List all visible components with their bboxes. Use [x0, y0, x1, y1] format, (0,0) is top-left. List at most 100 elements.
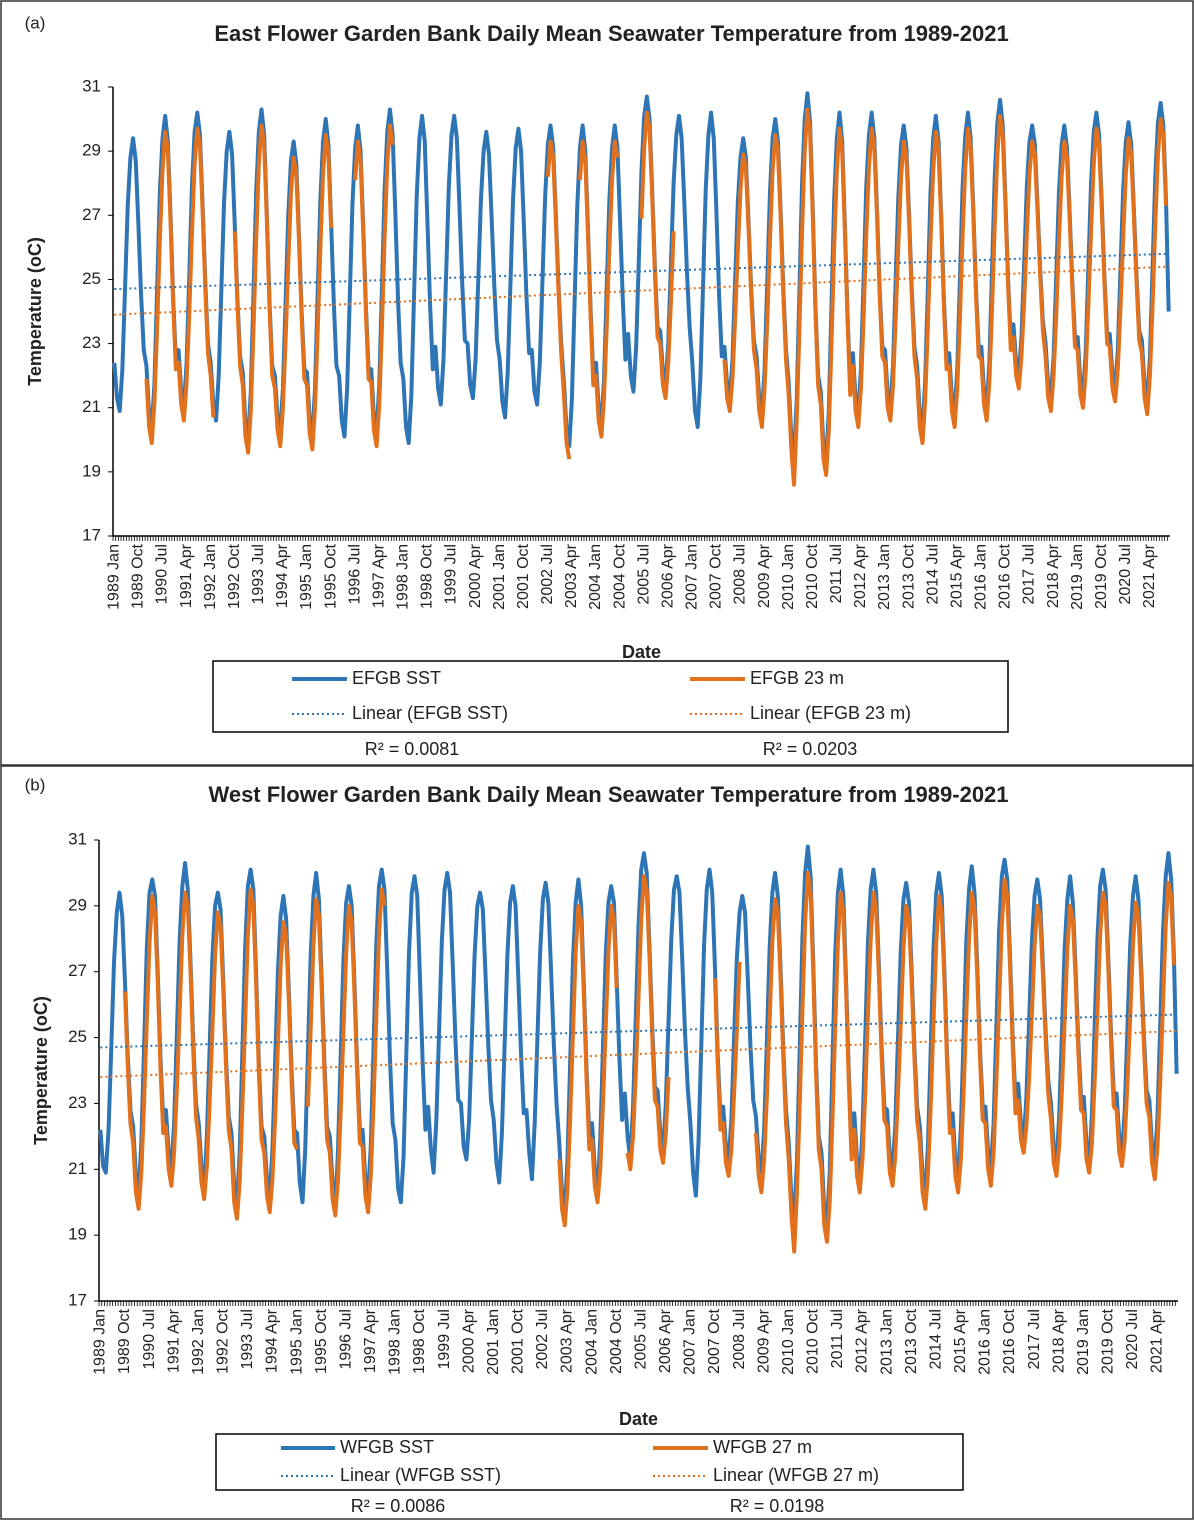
x-tick-label: 1989 Jan	[106, 544, 123, 610]
x-tick-label: 2012 Apr	[852, 543, 869, 608]
x-tick-label: 1998 Jan	[387, 1309, 404, 1375]
panel-frame	[0, 765, 1194, 1520]
x-tick-label: 2015 Apr	[948, 543, 965, 608]
x-tick-label: 2014 Jul	[927, 1309, 944, 1370]
x-tick-label: 2011 Jul	[828, 544, 845, 603]
x-tick-label: 1989 Oct	[130, 543, 147, 608]
x-tick-label: 2004 Jan	[587, 544, 604, 610]
trend-line	[114, 252, 1169, 291]
y-tick-label: 25	[68, 1027, 87, 1046]
x-tick-label: 2020 Jul	[1117, 544, 1134, 605]
y-tick-label: 17	[68, 1290, 87, 1309]
r-squared: R² = 0.0086	[351, 1496, 446, 1516]
x-tick-label: 1998 Jan	[395, 544, 412, 610]
trend-line	[114, 265, 1169, 316]
x-tick-label: 2001 Oct	[510, 1308, 527, 1373]
x-tick-label: 1994 Apr	[264, 1308, 281, 1373]
y-tick-label: 29	[82, 141, 101, 160]
y-tick-label: 31	[68, 829, 87, 848]
x-tick-label: 2016 Oct	[1001, 1308, 1018, 1373]
x-tick-label: 2001 Jan	[485, 1309, 502, 1375]
x-tick-label: 2020 Jul	[1124, 1309, 1141, 1370]
legend-label: WFGB 27 m	[713, 1437, 812, 1457]
x-tick-label: 2008 Jul	[732, 544, 749, 605]
panel-label: (b)	[25, 775, 46, 794]
x-tick-label: 2000 Apr	[460, 1308, 477, 1373]
x-tick-label: 2006 Apr	[659, 543, 676, 608]
y-tick-label: 19	[68, 1225, 87, 1244]
x-tick-label: 2007 Jan	[684, 544, 701, 610]
data-line	[122, 870, 1176, 1254]
x-tick-label: 2010 Jan	[780, 1309, 797, 1375]
x-tick-label: 2010 Oct	[805, 1308, 822, 1373]
x-tick-label: 1997 Apr	[362, 1308, 379, 1373]
x-tick-label: 1991 Apr	[178, 543, 195, 608]
x-axis-label: Date	[622, 642, 661, 662]
x-tick-label: 1994 Apr	[274, 543, 291, 608]
legend-label: EFGB 23 m	[750, 668, 844, 688]
x-tick-label: 2017 Jul	[1026, 1309, 1043, 1370]
x-tick-label: 2016 Jan	[977, 1309, 994, 1375]
legend-label: EFGB SST	[352, 668, 441, 688]
data-line	[98, 844, 1179, 1228]
x-tick-label: 2005 Jul	[632, 1309, 649, 1370]
legend-label: Linear (EFGB 23 m)	[750, 703, 911, 723]
x-tick-label: 2011 Jul	[829, 1309, 846, 1368]
legend-box	[212, 660, 1009, 733]
x-tick-label: 2008 Jul	[731, 1309, 748, 1370]
panel-label: (a)	[25, 13, 46, 32]
x-tick-label: 2007 Oct	[706, 1308, 723, 1373]
x-tick-label: 2003 Apr	[559, 1308, 576, 1373]
x-tick-label: 2018 Apr	[1045, 543, 1062, 608]
x-axis-label: Date	[619, 1409, 658, 1429]
chart-title: East Flower Garden Bank Daily Mean Seawa…	[214, 21, 1008, 46]
x-tick-label: 2012 Apr	[854, 1308, 871, 1373]
y-axis-label: Temperature (oC)	[31, 996, 51, 1145]
x-tick-label: 1993 Jul	[239, 1309, 256, 1370]
x-tick-label: 1993 Jul	[250, 544, 267, 605]
x-tick-label: 2004 Oct	[608, 1308, 625, 1373]
x-tick-label: 1992 Jan	[202, 544, 219, 610]
y-tick-label: 27	[82, 205, 101, 224]
y-tick-label: 23	[82, 333, 101, 352]
y-tick-label: 29	[68, 895, 87, 914]
y-tick-label: 19	[82, 461, 101, 480]
y-tick-label: 27	[68, 961, 87, 980]
x-tick-label: 2001 Oct	[515, 543, 532, 608]
x-tick-label: 1996 Jul	[346, 544, 363, 605]
x-tick-label: 2002 Jul	[539, 544, 556, 605]
chart-title: West Flower Garden Bank Daily Mean Seawa…	[208, 782, 1008, 807]
y-axis-label: Temperature (oC)	[25, 237, 45, 386]
r-squared: R² = 0.0081	[365, 739, 460, 759]
y-tick-label: 25	[82, 269, 101, 288]
x-tick-label: 2019 Jan	[1069, 544, 1086, 610]
x-tick-label: 1997 Apr	[370, 543, 387, 608]
x-tick-label: 2007 Jan	[682, 1309, 699, 1375]
x-tick-label: 2001 Jan	[491, 544, 508, 610]
legend-label: Linear (EFGB SST)	[352, 703, 508, 723]
x-tick-label: 2006 Apr	[657, 1308, 674, 1373]
x-tick-label: 2015 Apr	[952, 1308, 969, 1373]
x-tick-label: 1998 Oct	[419, 543, 436, 608]
panel-frame	[0, 0, 1194, 766]
data-line	[144, 107, 1168, 487]
x-tick-label: 1995 Oct	[313, 1308, 330, 1373]
x-tick-label: 1996 Jul	[337, 1309, 354, 1370]
x-tick-label: 2009 Apr	[756, 543, 773, 608]
x-tick-label: 2005 Jul	[635, 544, 652, 605]
x-tick-label: 1992 Oct	[215, 1308, 232, 1373]
x-tick-label: 2021 Apr	[1149, 1308, 1166, 1373]
y-tick-label: 21	[68, 1159, 87, 1178]
x-tick-label: 2003 Apr	[563, 543, 580, 608]
x-tick-label: 1998 Oct	[411, 1308, 428, 1373]
x-tick-label: 1990 Jul	[141, 1309, 158, 1370]
x-tick-label: 1992 Jan	[190, 1309, 207, 1375]
x-tick-label: 2013 Oct	[900, 543, 917, 608]
x-tick-label: 1989 Jan	[92, 1309, 109, 1375]
r-squared: R² = 0.0203	[763, 739, 858, 759]
y-tick-label: 17	[82, 525, 101, 544]
x-tick-label: 2002 Jul	[534, 1309, 551, 1370]
x-tick-label: 1995 Jan	[298, 544, 315, 610]
